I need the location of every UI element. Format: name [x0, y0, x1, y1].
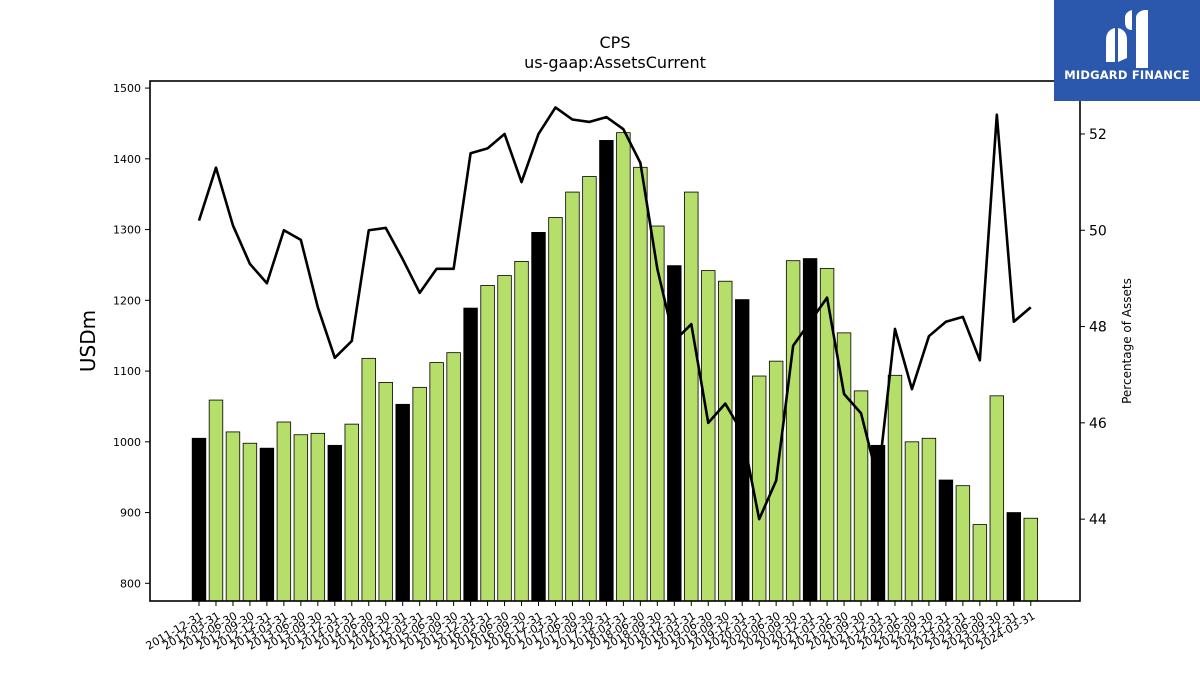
- left-axis: 800 900 1000 1100 1200 1300 1400 1500: [113, 82, 150, 590]
- bar: [582, 176, 597, 602]
- logo: MIDGARD FINANCE: [1054, 0, 1200, 101]
- bar-series: [191, 132, 1038, 602]
- bar: [870, 444, 886, 602]
- right-axis: 44 46 48 50 52: [1080, 127, 1107, 528]
- bar: [1023, 517, 1038, 602]
- percentage-line: [197, 106, 1032, 521]
- bar: [633, 166, 648, 602]
- bar: [785, 260, 801, 602]
- bar: [310, 432, 326, 602]
- bar: [904, 441, 920, 602]
- y2-tick-label: 44: [1089, 512, 1107, 528]
- line-series: [197, 106, 1032, 521]
- bar: [259, 447, 275, 602]
- bar: [955, 485, 971, 602]
- y-tick-label: 900: [120, 507, 141, 520]
- bar: [802, 258, 818, 602]
- bar: [378, 381, 393, 602]
- bar: [887, 374, 903, 602]
- x-axis: 2011-12-312012-03-312012-06-302012-09-30…: [144, 601, 1037, 653]
- y2-tick-label: 50: [1089, 223, 1107, 239]
- y-tick-label: 1200: [113, 294, 141, 307]
- bar: [616, 132, 631, 602]
- bar: [412, 386, 427, 602]
- y2-axis-label: Percentage of Assets: [1120, 278, 1134, 404]
- bar: [565, 191, 580, 602]
- y-tick-label: 800: [120, 577, 141, 590]
- logo-text: MIDGARD FINANCE: [1064, 68, 1190, 82]
- y-tick-label: 1000: [113, 436, 141, 449]
- bar: [208, 399, 224, 602]
- bar: [599, 140, 614, 602]
- bar: [938, 479, 954, 602]
- bar: [446, 352, 461, 602]
- bar: [429, 362, 444, 602]
- bar: [972, 524, 988, 602]
- bar: [853, 390, 869, 602]
- bar: [989, 395, 1005, 602]
- plot-frame: [149, 80, 1081, 602]
- bar: [225, 431, 241, 602]
- bar: [395, 403, 410, 602]
- y-tick-label: 1500: [113, 82, 141, 95]
- bar: [242, 442, 258, 602]
- y-tick-label: 1400: [113, 153, 141, 166]
- bar: [650, 225, 665, 602]
- bar: [327, 444, 343, 602]
- midgard-logo-icon: [1106, 10, 1148, 68]
- bar: [701, 270, 716, 602]
- chart-subtitle: us-gaap:AssetsCurrent: [524, 53, 706, 72]
- y2-tick-label: 48: [1089, 320, 1107, 336]
- bar: [531, 231, 546, 602]
- y-axis-label: USDm: [76, 310, 100, 372]
- y-tick-label: 1300: [113, 224, 141, 237]
- bar: [497, 275, 512, 602]
- bar: [514, 261, 529, 602]
- y2-tick-label: 46: [1089, 416, 1107, 432]
- bar: [480, 285, 495, 602]
- bar: [361, 357, 376, 602]
- bar: [463, 307, 478, 602]
- bar: [548, 217, 563, 602]
- bar: [191, 437, 207, 602]
- y2-tick-label: 52: [1089, 127, 1107, 143]
- y-tick-label: 1100: [113, 365, 141, 378]
- bar: [718, 280, 733, 602]
- bar: [921, 437, 937, 602]
- chart-title: CPS: [600, 33, 631, 52]
- bar: [684, 191, 699, 602]
- bar: [293, 434, 309, 602]
- bar: [276, 421, 292, 602]
- bar: [1006, 512, 1022, 602]
- bar: [344, 423, 359, 602]
